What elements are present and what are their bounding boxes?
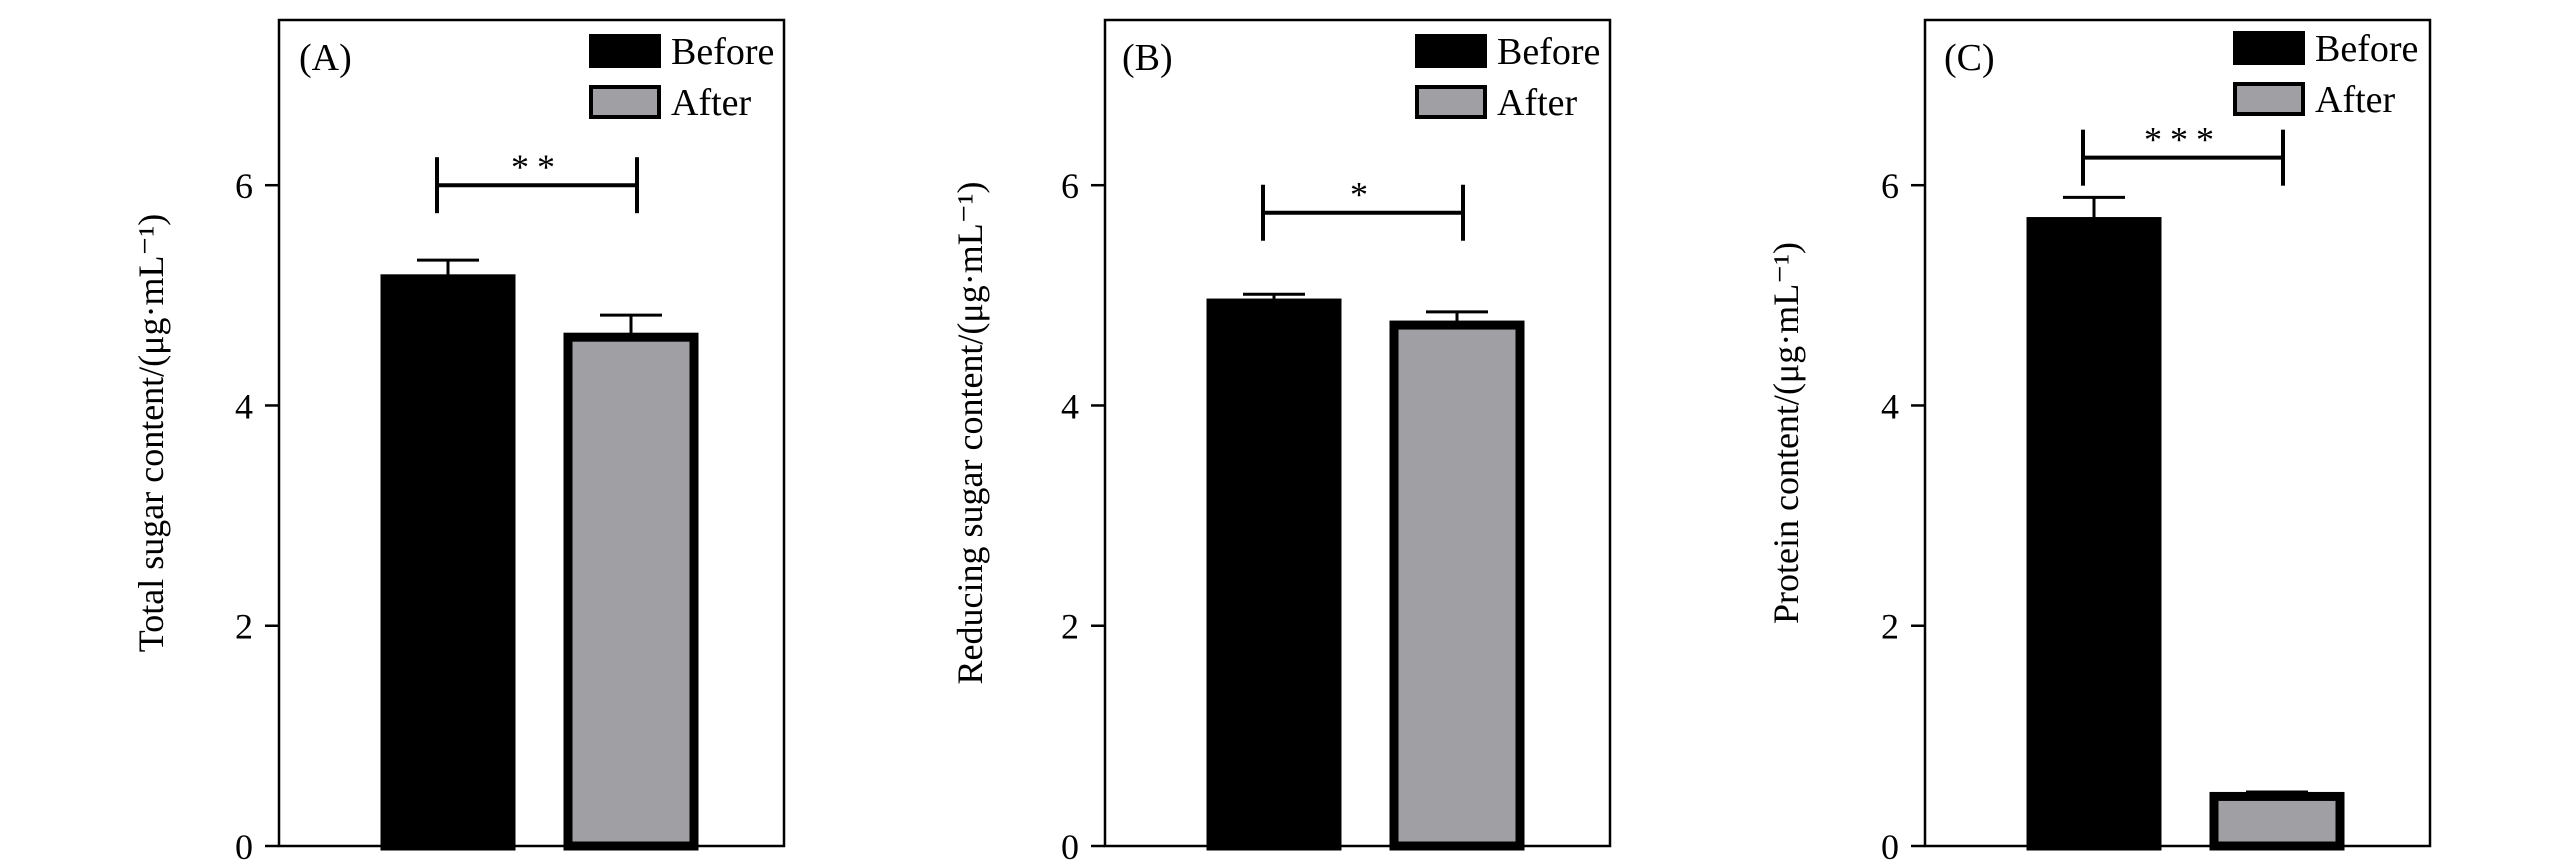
y-tick-label: 4	[235, 386, 253, 426]
y-tick-label: 6	[235, 166, 253, 206]
y-tick-label: 2	[1061, 607, 1079, 647]
legend-swatch	[2233, 82, 2305, 116]
legend-swatch	[589, 34, 661, 68]
bar	[563, 332, 699, 851]
legend-label: Before	[1497, 31, 1600, 73]
y-axis-label: Reducing sugar content/(μg·mL⁻¹)	[950, 182, 990, 685]
bar	[2026, 217, 2162, 851]
y-tick-label: 0	[1881, 827, 1899, 866]
y-axis-label: Protein content/(μg·mL⁻¹)	[1766, 242, 1806, 624]
y-tick-label: 2	[1881, 607, 1899, 647]
bar	[2209, 791, 2345, 851]
bar	[1206, 298, 1342, 851]
legend-swatch	[1415, 34, 1487, 68]
bar	[380, 274, 516, 851]
y-tick-label: 4	[1061, 386, 1079, 426]
y-tick-label: 4	[1881, 386, 1899, 426]
bar	[1389, 320, 1525, 851]
legend-swatch	[589, 85, 661, 119]
significance-label: ***	[2144, 120, 2222, 160]
significance-label: **	[511, 147, 563, 187]
legend-swatch	[1415, 85, 1487, 119]
chart-panel: 0 2 4 6 Protein content/(μg·mL⁻¹) (C) *** Befor…	[1766, 18, 2432, 866]
panel-label: (C)	[1944, 37, 1995, 79]
panel-label: (A)	[299, 37, 352, 79]
legend-label: After	[2315, 79, 2396, 121]
y-tick-label: 6	[1061, 166, 1079, 206]
legend-label: Before	[671, 31, 774, 73]
plot-frame	[277, 18, 786, 848]
y-tick-label: 2	[235, 607, 253, 647]
legend-label: After	[671, 82, 752, 124]
y-tick-label: 6	[1881, 166, 1899, 206]
chart-panel: 0 2 4 6 Reducing sugar content/(μg·mL⁻¹) (B) *…	[950, 18, 1612, 866]
y-axis-label: Total sugar content/(μg·mL⁻¹)	[131, 214, 171, 652]
plot-frame	[1923, 18, 2432, 848]
chart-panel: 0 2 4 6 Total sugar content/(μg·mL⁻¹) (A) ** Be…	[131, 18, 786, 866]
significance-label: *	[1350, 175, 1376, 215]
legend-label: After	[1497, 82, 1578, 124]
y-tick-label: 0	[235, 827, 253, 866]
y-tick-label: 0	[1061, 827, 1079, 866]
legend-swatch	[2233, 31, 2305, 65]
plot-frame	[1103, 18, 1612, 848]
legend-label: Before	[2315, 28, 2418, 70]
panel-label: (B)	[1122, 37, 1173, 79]
